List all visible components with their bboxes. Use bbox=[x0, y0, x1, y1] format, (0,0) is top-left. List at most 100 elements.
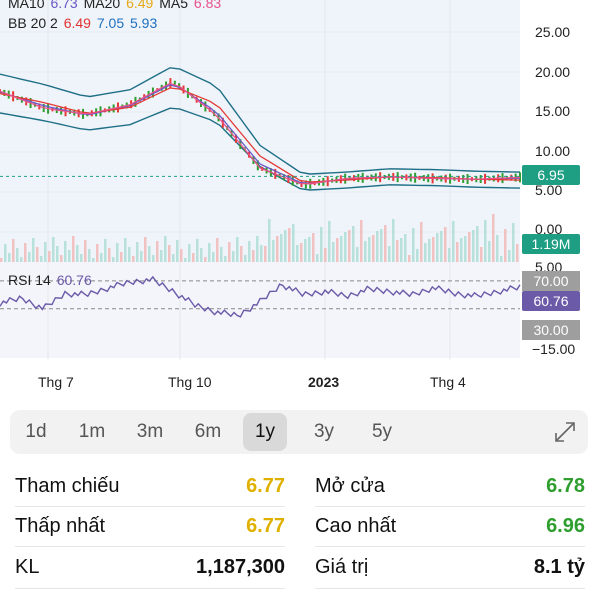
volume-bar bbox=[248, 241, 251, 262]
period-3y-button[interactable]: 3y bbox=[313, 421, 335, 442]
period-1m-button[interactable]: 1m bbox=[78, 421, 106, 442]
volume-bar bbox=[208, 243, 211, 262]
volume-bar bbox=[512, 223, 515, 262]
volume-bar bbox=[240, 246, 243, 262]
volume-bar bbox=[148, 246, 151, 262]
volume-bar bbox=[372, 235, 375, 262]
rsi-current-badge: 60.76 bbox=[522, 291, 580, 311]
volume-bar bbox=[368, 237, 371, 262]
volume-bar bbox=[156, 241, 159, 262]
period-3m-button[interactable]: 3m bbox=[136, 421, 164, 442]
price-panel-bg bbox=[0, 0, 520, 262]
price-tick: 0.00 bbox=[535, 221, 563, 237]
ma20-label: MA20 bbox=[83, 0, 121, 11]
price-chart[interactable] bbox=[0, 0, 600, 400]
value-label: Giá trị bbox=[315, 556, 369, 578]
volume-bar bbox=[484, 220, 487, 262]
volume-bar bbox=[228, 242, 231, 262]
volume-bar bbox=[508, 250, 511, 262]
volume-bar bbox=[160, 250, 163, 262]
period-1d-button[interactable]: 1d bbox=[25, 421, 47, 442]
volume-bar bbox=[284, 230, 287, 262]
high-value: 6.96 bbox=[546, 515, 585, 537]
ma-line-ma5 bbox=[0, 82, 521, 185]
time-tick: Thg 7 bbox=[38, 374, 74, 390]
rsi-tick-bottom: −15.00 bbox=[532, 341, 576, 357]
volume-bar bbox=[144, 237, 147, 262]
volume-bar bbox=[128, 247, 131, 262]
volume-bar bbox=[220, 247, 223, 262]
divider bbox=[15, 506, 285, 507]
volume-bar bbox=[468, 232, 471, 262]
volume-bar bbox=[24, 243, 27, 262]
open-label: Mở cửa bbox=[315, 475, 385, 497]
volume-bar bbox=[400, 238, 403, 262]
volume-bar bbox=[440, 231, 443, 262]
bb-upper-line bbox=[0, 67, 521, 175]
volume-bar bbox=[136, 242, 139, 262]
volume-bar bbox=[108, 248, 111, 262]
volume-bar bbox=[404, 234, 407, 262]
ma-legend: MA10 6.73 MA20 6.49 MA5 6.83 bbox=[8, 0, 223, 11]
volume-bar bbox=[328, 221, 331, 262]
volume-bar bbox=[472, 230, 475, 262]
volume-bar bbox=[380, 229, 383, 262]
volume-bar bbox=[376, 231, 379, 262]
stat-value: Giá trị 8.1 tỷ bbox=[315, 547, 585, 587]
expand-icon[interactable] bbox=[554, 421, 576, 443]
volume-value: 1,187,300 bbox=[196, 556, 285, 578]
volume-bar bbox=[224, 256, 227, 262]
volume-bar bbox=[452, 221, 455, 262]
volume-bar bbox=[244, 255, 247, 262]
volume-bar bbox=[20, 257, 23, 262]
volume-bar bbox=[184, 258, 187, 262]
rsi-upper-badge: 70.00 bbox=[522, 271, 580, 291]
high-label: Cao nhất bbox=[315, 515, 397, 537]
volume-bar bbox=[364, 241, 367, 262]
current-price-badge: 6.95 bbox=[522, 165, 580, 185]
volume-bar bbox=[212, 252, 215, 262]
volume-bar bbox=[72, 236, 75, 262]
divider bbox=[15, 546, 285, 547]
volume-bar bbox=[304, 239, 307, 262]
volume-bar bbox=[60, 255, 63, 262]
rsi-legend: RSI 14 60.76 bbox=[8, 272, 94, 288]
volume-bar bbox=[396, 240, 399, 262]
volume-bar bbox=[132, 256, 135, 262]
volume-bar bbox=[124, 238, 127, 262]
volume-bar bbox=[432, 237, 435, 262]
volume-bar bbox=[236, 237, 239, 262]
reference-label: Tham chiếu bbox=[15, 475, 120, 497]
volume-bar bbox=[176, 240, 179, 262]
volume-bar bbox=[100, 253, 103, 262]
period-5y-button[interactable]: 5y bbox=[371, 421, 393, 442]
volume-bar bbox=[268, 219, 271, 262]
candle bbox=[304, 180, 307, 189]
volume-bar bbox=[80, 254, 83, 262]
volume-bar bbox=[88, 249, 91, 262]
volume-bar bbox=[116, 243, 119, 262]
volume-bar bbox=[456, 242, 459, 262]
volume-bar bbox=[324, 248, 327, 262]
period-1y-button[interactable]: 1y bbox=[243, 413, 287, 451]
volume-bar bbox=[92, 258, 95, 262]
volume-bar bbox=[360, 220, 363, 262]
volume-bar bbox=[196, 239, 199, 262]
volume-bar bbox=[292, 224, 295, 262]
volume-bar bbox=[12, 239, 15, 262]
volume-bar bbox=[152, 255, 155, 262]
divider bbox=[315, 546, 585, 547]
volume-bar bbox=[308, 237, 311, 262]
volume-bar bbox=[188, 244, 191, 262]
volume-bar bbox=[0, 258, 3, 262]
volume-bar bbox=[428, 239, 431, 262]
volume-bar bbox=[392, 219, 395, 262]
volume-bar bbox=[492, 214, 495, 262]
volume-bar bbox=[76, 245, 79, 262]
period-6m-button[interactable]: 6m bbox=[194, 421, 222, 442]
time-tick: Thg 10 bbox=[168, 374, 212, 390]
candle bbox=[173, 80, 176, 85]
volume-bar bbox=[52, 237, 55, 262]
ma20-value: 6.49 bbox=[126, 0, 154, 11]
time-tick-year: 2023 bbox=[308, 374, 340, 390]
